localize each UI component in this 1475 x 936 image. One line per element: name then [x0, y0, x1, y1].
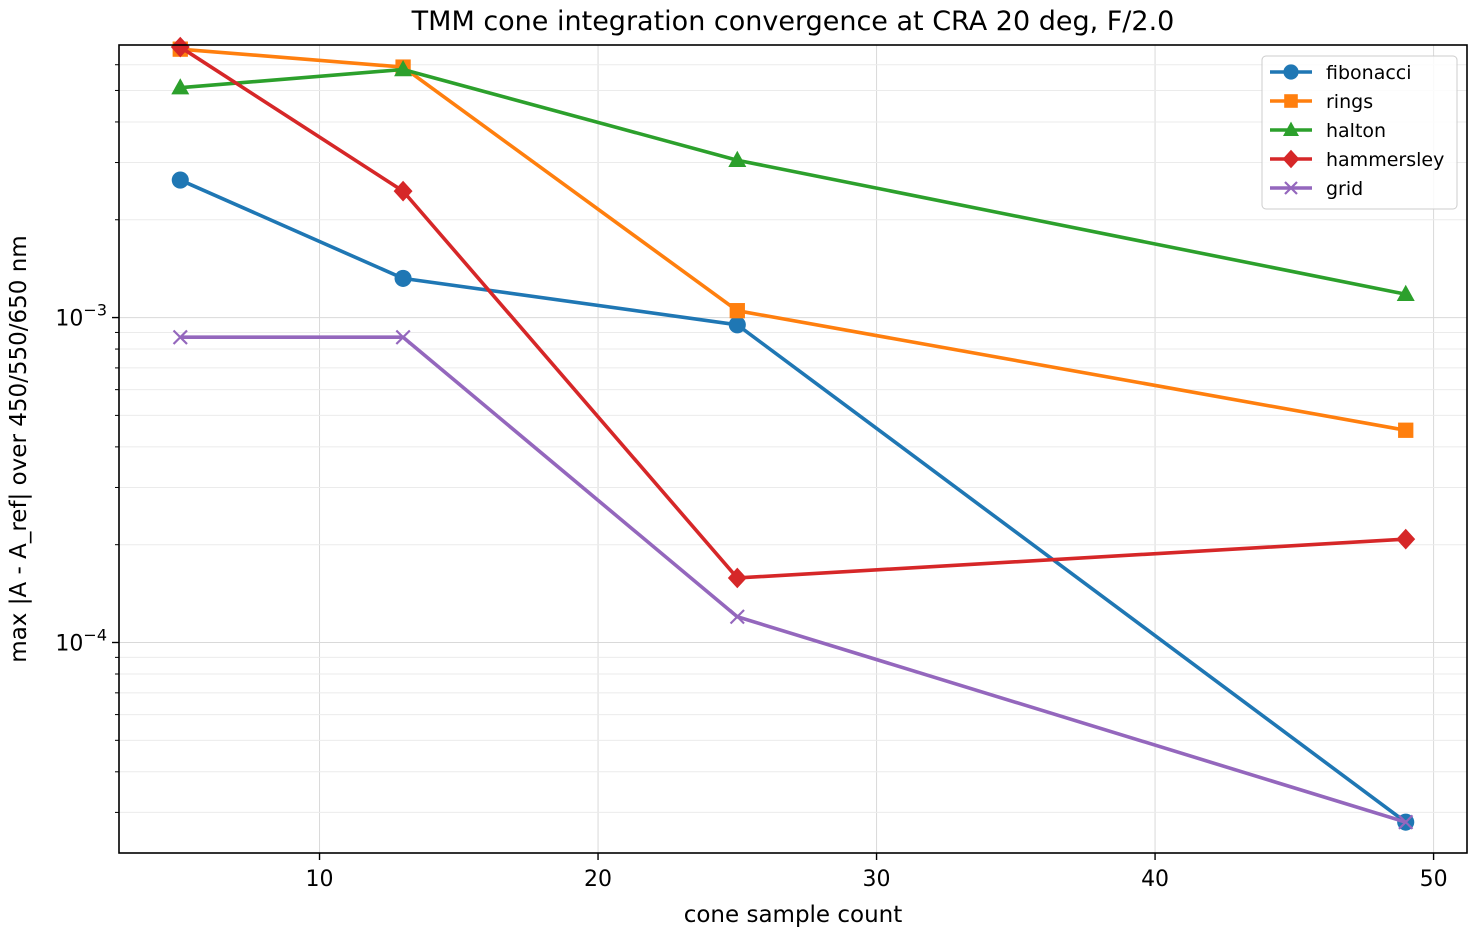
legend-item-fibonacci: fibonacci — [1270, 62, 1412, 84]
data-point-halton — [171, 78, 190, 95]
data-point-grid — [1398, 814, 1414, 830]
x-tick-label: 10 — [306, 867, 334, 892]
legend-box — [1261, 55, 1458, 210]
legend-item-rings: rings — [1270, 91, 1373, 113]
data-point-hammersley — [1396, 528, 1416, 550]
series-line-grid — [180, 335, 1407, 824]
data-point-grid — [395, 329, 411, 345]
data-point-halton — [728, 150, 747, 167]
series-line-rings — [180, 47, 1407, 433]
series-rings — [172, 41, 1414, 438]
y-tick-label: 10−4 — [55, 626, 107, 657]
legend-item-halton: halton — [1270, 120, 1386, 142]
legend-marker — [1284, 181, 1298, 195]
series-line-fibonacci — [179, 178, 1407, 824]
x-tick-label: 20 — [584, 867, 612, 892]
legend: fibonacci rings halton hammersley grid — [1261, 55, 1458, 210]
chart-title: TMM cone integration convergence at CRA … — [411, 6, 1175, 37]
data-point-rings — [1398, 422, 1414, 438]
data-point-hammersley — [393, 180, 413, 202]
data-point-fibonacci — [394, 269, 412, 287]
data-point-halton — [1396, 284, 1415, 301]
y-axis-label: max |A - A_ref| over 450/550/650 nm — [6, 235, 32, 662]
grid — [119, 45, 1467, 853]
data-point-rings — [729, 303, 745, 319]
legend-label: hammersley — [1326, 149, 1444, 171]
series-halton — [171, 60, 1415, 301]
legend-marker — [1282, 149, 1300, 169]
plot-frame — [118, 44, 1468, 854]
plot-series — [170, 36, 1416, 831]
x-tick-label: 40 — [1141, 867, 1169, 892]
data-point-fibonacci — [171, 171, 189, 189]
y-tick-label: 10−3 — [55, 301, 107, 332]
x-tick-label: 30 — [863, 867, 891, 892]
data-point-hammersley — [727, 567, 747, 589]
x-tick-label: 50 — [1420, 867, 1448, 892]
series-fibonacci — [171, 171, 1415, 831]
axis-ticks: 10 20 30 40 50 10−4 10−3 — [55, 64, 1448, 892]
legend-label: grid — [1326, 178, 1363, 200]
data-point-grid — [172, 329, 188, 345]
data-point-grid — [729, 609, 745, 625]
series-line-hammersley — [179, 45, 1406, 580]
legend-marker — [1284, 94, 1298, 108]
x-axis-label: cone sample count — [684, 902, 903, 928]
data-point-fibonacci — [728, 316, 746, 334]
series-grid — [172, 329, 1414, 830]
series-line-halton — [180, 67, 1407, 296]
legend-label: halton — [1326, 120, 1386, 142]
series-hammersley — [170, 36, 1416, 589]
data-point-hammersley — [170, 36, 190, 58]
legend-label: fibonacci — [1326, 62, 1412, 84]
legend-marker — [1283, 64, 1299, 80]
data-point-halton — [394, 60, 413, 77]
legend-item-grid: grid — [1270, 178, 1363, 200]
legend-marker — [1283, 121, 1299, 136]
legend-label: rings — [1326, 91, 1373, 113]
legend-item-hammersley: hammersley — [1270, 149, 1444, 171]
